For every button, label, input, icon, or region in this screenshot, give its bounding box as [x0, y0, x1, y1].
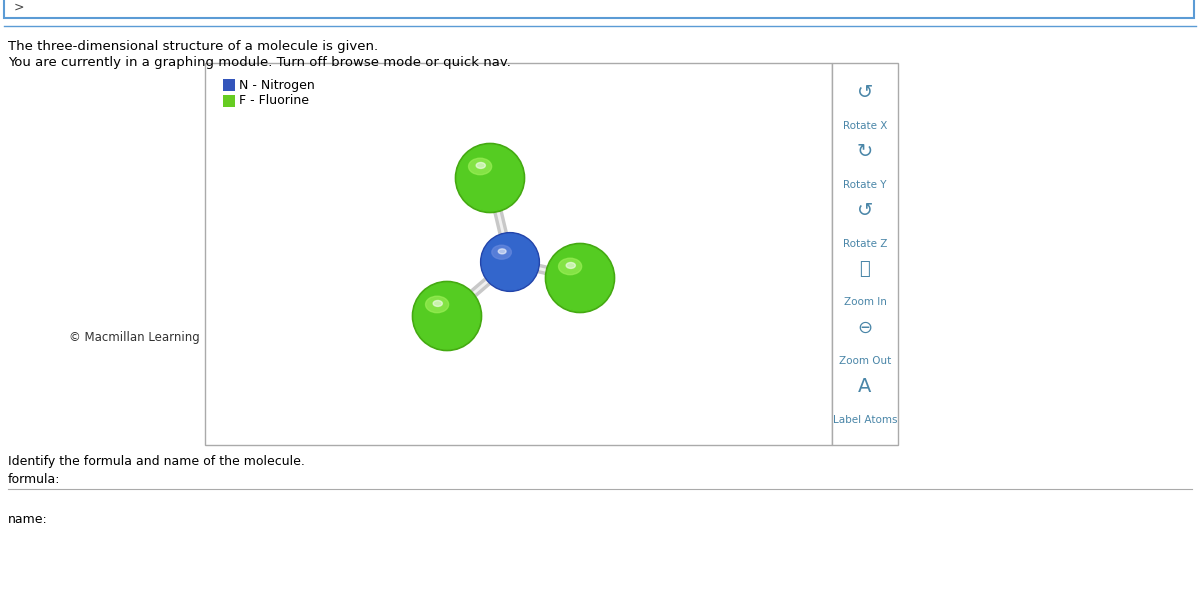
- FancyBboxPatch shape: [205, 63, 832, 445]
- Circle shape: [457, 145, 523, 211]
- Text: ↺: ↺: [857, 200, 874, 220]
- Text: Zoom In: Zoom In: [844, 298, 887, 308]
- Text: Rotate Z: Rotate Z: [842, 239, 887, 248]
- FancyBboxPatch shape: [4, 0, 1194, 18]
- Text: © Macmillan Learning: © Macmillan Learning: [70, 330, 200, 344]
- Text: ⌕: ⌕: [859, 260, 870, 279]
- Text: You are currently in a graphing module. Turn off browse mode or quick nav.: You are currently in a graphing module. …: [8, 56, 511, 69]
- Text: The three-dimensional structure of a molecule is given.: The three-dimensional structure of a mol…: [8, 40, 378, 53]
- Circle shape: [547, 245, 613, 311]
- Circle shape: [455, 143, 524, 213]
- Text: A: A: [858, 377, 871, 396]
- Ellipse shape: [498, 249, 506, 254]
- Bar: [223, 95, 235, 107]
- Text: ↻: ↻: [857, 142, 874, 161]
- Text: Rotate Y: Rotate Y: [844, 180, 887, 190]
- Ellipse shape: [433, 301, 443, 306]
- Text: >: >: [14, 1, 24, 14]
- Text: Zoom Out: Zoom Out: [839, 356, 892, 366]
- Circle shape: [482, 234, 538, 290]
- Text: Rotate X: Rotate X: [842, 121, 887, 131]
- Circle shape: [480, 232, 540, 292]
- Text: N - Nitrogen: N - Nitrogen: [239, 79, 314, 92]
- Text: Identify the formula and name of the molecule.: Identify the formula and name of the mol…: [8, 455, 305, 468]
- Ellipse shape: [476, 162, 485, 169]
- Ellipse shape: [492, 245, 511, 259]
- Text: ⊖: ⊖: [858, 319, 872, 337]
- Ellipse shape: [566, 263, 575, 268]
- Text: Label Atoms: Label Atoms: [833, 415, 898, 425]
- Circle shape: [545, 244, 614, 312]
- Bar: [223, 79, 235, 91]
- Text: name:: name:: [8, 513, 48, 526]
- Ellipse shape: [558, 258, 582, 275]
- FancyBboxPatch shape: [832, 63, 898, 445]
- Ellipse shape: [426, 296, 449, 312]
- Circle shape: [414, 283, 480, 349]
- Text: ↺: ↺: [857, 83, 874, 102]
- Circle shape: [413, 281, 481, 351]
- Ellipse shape: [468, 158, 492, 175]
- Text: F - Fluorine: F - Fluorine: [239, 95, 310, 108]
- Text: formula:: formula:: [8, 473, 60, 486]
